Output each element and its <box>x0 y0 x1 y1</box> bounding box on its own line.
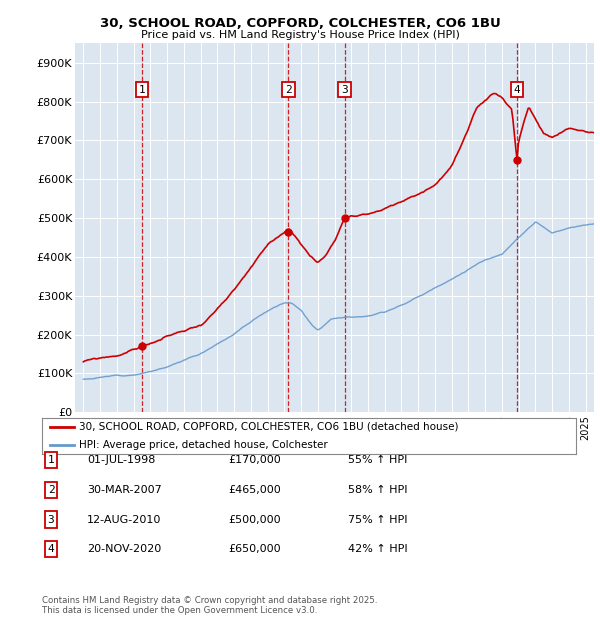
Text: £465,000: £465,000 <box>228 485 281 495</box>
Text: 01-JUL-1998: 01-JUL-1998 <box>87 455 155 465</box>
Text: 58% ↑ HPI: 58% ↑ HPI <box>348 485 407 495</box>
Text: 12-AUG-2010: 12-AUG-2010 <box>87 515 161 525</box>
Text: 30-MAR-2007: 30-MAR-2007 <box>87 485 162 495</box>
Text: 3: 3 <box>47 515 55 525</box>
Text: 30, SCHOOL ROAD, COPFORD, COLCHESTER, CO6 1BU: 30, SCHOOL ROAD, COPFORD, COLCHESTER, CO… <box>100 17 500 30</box>
Text: 1: 1 <box>47 455 55 465</box>
Text: £650,000: £650,000 <box>228 544 281 554</box>
Text: 75% ↑ HPI: 75% ↑ HPI <box>348 515 407 525</box>
Text: 4: 4 <box>514 84 520 94</box>
Text: HPI: Average price, detached house, Colchester: HPI: Average price, detached house, Colc… <box>79 440 328 450</box>
Text: 30, SCHOOL ROAD, COPFORD, COLCHESTER, CO6 1BU (detached house): 30, SCHOOL ROAD, COPFORD, COLCHESTER, CO… <box>79 422 459 432</box>
Text: Price paid vs. HM Land Registry's House Price Index (HPI): Price paid vs. HM Land Registry's House … <box>140 30 460 40</box>
Text: 2: 2 <box>285 84 292 94</box>
Text: 1: 1 <box>139 84 145 94</box>
Text: 20-NOV-2020: 20-NOV-2020 <box>87 544 161 554</box>
Text: 2: 2 <box>47 485 55 495</box>
Text: £500,000: £500,000 <box>228 515 281 525</box>
Text: 4: 4 <box>47 544 55 554</box>
Text: 3: 3 <box>341 84 348 94</box>
Text: 42% ↑ HPI: 42% ↑ HPI <box>348 544 407 554</box>
Text: 55% ↑ HPI: 55% ↑ HPI <box>348 455 407 465</box>
Text: Contains HM Land Registry data © Crown copyright and database right 2025.
This d: Contains HM Land Registry data © Crown c… <box>42 596 377 615</box>
Text: £170,000: £170,000 <box>228 455 281 465</box>
